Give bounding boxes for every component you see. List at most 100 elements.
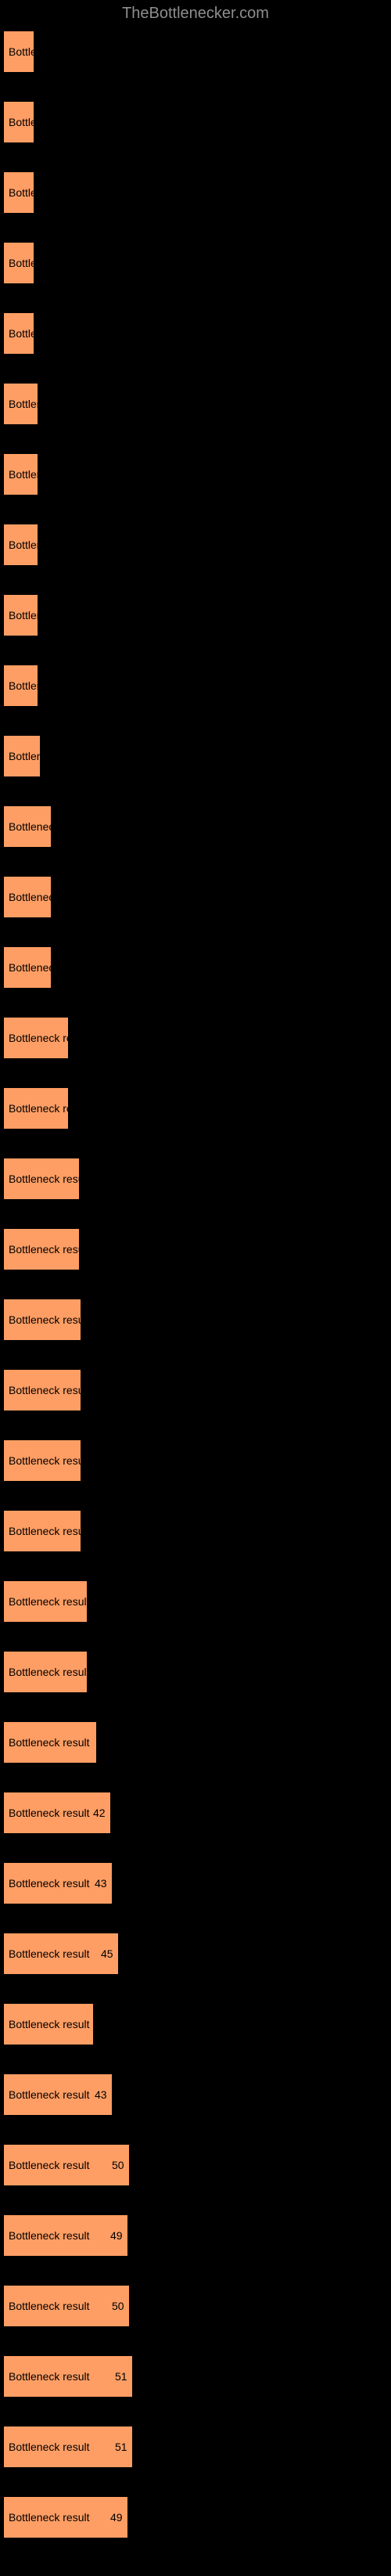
bar-value: 45: [101, 1947, 113, 1960]
bar: Bottleneck result: [3, 1158, 80, 1200]
bar: Bottleneck result42: [3, 1792, 111, 1834]
bar-value: 51: [115, 2441, 127, 2453]
bar: Bottleneck result: [3, 1721, 97, 1764]
bar: Bottleneck result: [3, 876, 52, 918]
bar-row: Bottleneck result: [3, 805, 388, 848]
bar: Bottleneck result: [3, 524, 38, 566]
bar: Bottleneck result: [3, 1087, 69, 1129]
bar-label: Bottleneck result: [9, 891, 52, 903]
bar-row: Bottleneck result: [3, 946, 388, 989]
bar-label: Bottleneck result: [9, 2159, 90, 2171]
bar-row: Bottleneck result: [3, 101, 388, 143]
bar-row: Bottleneck result: [3, 1721, 388, 1764]
bar-label: Bottleneck result: [9, 468, 38, 481]
bar-row: Bottleneck result: [3, 1651, 388, 1693]
bar-label: Bottleneck result: [9, 45, 34, 58]
bottleneck-bar-chart: Bottleneck resultBottleneck resultBottle…: [0, 31, 391, 2576]
bar-label: Bottleneck result: [9, 961, 52, 974]
bar: Bottleneck result: [3, 1017, 69, 1059]
bar-value: 49: [110, 2229, 123, 2242]
bar-label: Bottleneck result: [9, 1313, 81, 1326]
bar-row: Bottleneck result: [3, 1369, 388, 1411]
bar: Bottleneck result: [3, 312, 34, 355]
bar: Bottleneck result: [3, 735, 41, 777]
bar-row: Bottleneck result: [3, 171, 388, 214]
bar-label: Bottleneck result: [9, 2370, 90, 2383]
bar-value: 43: [95, 2088, 107, 2101]
bar: Bottleneck result: [3, 453, 38, 495]
bar: Bottleneck result: [3, 1369, 81, 1411]
bar: Bottleneck result: [3, 594, 38, 636]
bar-row: Bottleneck result42: [3, 1792, 388, 1834]
bar-row: Bottleneck result: [3, 665, 388, 707]
bar-value: 43: [95, 1877, 107, 1890]
bar: Bottleneck result45: [3, 1933, 119, 1975]
bar: Bottleneck result: [3, 1510, 81, 1552]
bar-row: Bottleneck result 51: [3, 2426, 388, 2468]
bar-label: Bottleneck result: [9, 2088, 90, 2101]
bar-label: Bottleneck result: [9, 1595, 88, 1608]
bar-row: Bottleneck result 51: [3, 2355, 388, 2398]
bar-row: Bottleneck result: [3, 1510, 388, 1552]
bar: Bottleneck result: [3, 1439, 81, 1482]
bar-row: Bottleneck result: [3, 1580, 388, 1623]
bar-row: Bottleneck result: [3, 876, 388, 918]
bar-value: 50: [112, 2159, 124, 2171]
bar-label: Bottleneck result: [9, 750, 41, 762]
bar-label: Bottleneck result: [9, 2441, 90, 2453]
bar-label: Bottleneck result: [9, 1666, 88, 1678]
bar: Bottleneck result 50: [3, 2144, 130, 2186]
bar-label: Bottleneck result: [9, 1173, 80, 1185]
bar-row: Bottleneck result 50: [3, 2144, 388, 2186]
bar: Bottleneck result 49: [3, 2214, 128, 2257]
bar-label: Bottleneck result: [9, 2300, 90, 2312]
bar-label: Bottleneck result: [9, 327, 34, 340]
bar: Bottleneck result: [3, 171, 34, 214]
bar-row: Bottleneck result: [3, 242, 388, 284]
bar: Bottleneck result: [3, 1580, 88, 1623]
bar-row: Bottleneck result 49: [3, 2214, 388, 2257]
bar: Bottleneck result: [3, 1651, 88, 1693]
bar-label: Bottleneck result: [9, 820, 52, 833]
bar: Bottleneck result 51: [3, 2426, 133, 2468]
bar-row: Bottleneck result45: [3, 1933, 388, 1975]
bar-value: 42: [93, 1807, 106, 1819]
bar: Bottleneck result49: [3, 2496, 128, 2538]
bar-label: Bottleneck result: [9, 1384, 81, 1396]
bar: Bottleneck result: [3, 1299, 81, 1341]
bar-row: Bottleneck result: [3, 453, 388, 495]
bar-label: Bottleneck result: [9, 116, 34, 128]
bar-row: Bottleneck result 50: [3, 2285, 388, 2327]
bar-label: Bottleneck result: [9, 1877, 90, 1890]
bar: Bottleneck result: [3, 805, 52, 848]
bar-value: 50: [112, 2300, 124, 2312]
bar: Bottleneck result: [3, 1228, 80, 1270]
site-header-link[interactable]: TheBottlenecker.com: [0, 0, 391, 31]
bar-value: 51: [115, 2370, 127, 2383]
bar-label: Bottleneck result: [9, 1032, 69, 1044]
bar-row: Bottleneck result: [3, 383, 388, 425]
bar: Bottleneck result: [3, 383, 38, 425]
bar-row: Bottleneck result: [3, 312, 388, 355]
bar-row: Bottleneck result: [3, 1439, 388, 1482]
bar-value: 49: [110, 2511, 123, 2524]
bar-row: Bottleneck result: [3, 1228, 388, 1270]
bar-label: Bottleneck result: [9, 539, 38, 551]
bar-label: Bottleneck result: [9, 1807, 90, 1819]
bar-row: Bottleneck result 43: [3, 2073, 388, 2116]
bar-label: Bottleneck result: [9, 2229, 90, 2242]
bar-row: Bottleneck result: [3, 1017, 388, 1059]
bar: Bottleneck result: [3, 31, 34, 73]
bar-row: Bottleneck result: [3, 1158, 388, 1200]
bar: Bottleneck result 50: [3, 2285, 130, 2327]
bar: Bottleneck result 51: [3, 2355, 133, 2398]
bar-row: Bottleneck result: [3, 1087, 388, 1129]
bar: Bottleneck result 43: [3, 2073, 113, 2116]
bar-row: Bottleneck result49: [3, 2496, 388, 2538]
bar-label: Bottleneck result: [9, 609, 38, 621]
bar-row: Bottleneck result: [3, 594, 388, 636]
bar: Bottleneck result: [3, 2003, 94, 2045]
bar: Bottleneck result 43: [3, 1862, 113, 1904]
bar-row: Bottleneck result: [3, 31, 388, 73]
bar-row: Bottleneck result 43: [3, 1862, 388, 1904]
